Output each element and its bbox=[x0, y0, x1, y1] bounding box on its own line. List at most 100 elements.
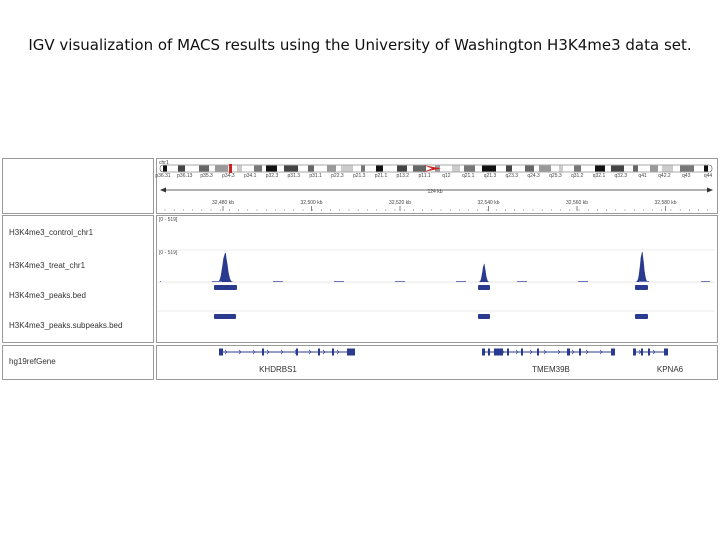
ideogram-band bbox=[574, 165, 581, 172]
ruler bbox=[160, 187, 713, 193]
signal-noise bbox=[517, 281, 518, 282]
signal-noise bbox=[219, 281, 220, 282]
gene-strand-arrow bbox=[280, 349, 284, 355]
band-label: q12 bbox=[442, 173, 451, 179]
ruler-span-label: 124 kb bbox=[427, 189, 442, 195]
signal-noise bbox=[400, 281, 401, 282]
signal-noise bbox=[341, 281, 342, 282]
signal-noise bbox=[463, 281, 464, 282]
gene-label-khdrbs1[interactable]: KHDRBS1 bbox=[259, 365, 297, 374]
gene-strand-arrow bbox=[585, 349, 589, 355]
signal-noise bbox=[521, 281, 522, 282]
signal-noise bbox=[641, 281, 642, 282]
signal-noise bbox=[216, 281, 217, 282]
signal-noise bbox=[220, 281, 221, 282]
gene-track-label[interactable]: hg19refGene bbox=[9, 357, 56, 366]
band-label: q31.2 bbox=[571, 173, 584, 179]
gene-exon bbox=[537, 348, 539, 356]
gene-exon bbox=[347, 348, 355, 356]
track-label-control[interactable]: H3K4me3_control_chr1 bbox=[9, 228, 94, 237]
signal-noise bbox=[214, 281, 215, 282]
ruler-tick-label: 32,560 kb bbox=[566, 200, 588, 206]
ruler-arrow-left bbox=[160, 187, 166, 193]
peak-features[interactable] bbox=[214, 285, 648, 290]
gene-strand-arrow bbox=[599, 349, 603, 355]
signal-noise bbox=[212, 281, 213, 282]
signal-noise bbox=[642, 281, 643, 282]
ideogram-band bbox=[237, 165, 242, 172]
gene-exon bbox=[482, 348, 485, 356]
ruler-ticks: 32,480 kb 32,500 kb 32,520 kb 32,540 kb 32,5… bbox=[164, 200, 708, 211]
signal-noise bbox=[519, 281, 520, 282]
ideogram-band bbox=[308, 165, 314, 172]
signal-noise bbox=[338, 281, 339, 282]
ideogram-band bbox=[595, 165, 605, 172]
gene-exon bbox=[296, 348, 298, 356]
gene-label-kpna6[interactable]: KPNA6 bbox=[657, 365, 684, 374]
chromosome-label: chr1 bbox=[159, 160, 169, 166]
gene-features[interactable] bbox=[219, 348, 668, 356]
track-label-peaks[interactable]: H3K4me3_peaks.bed bbox=[9, 291, 86, 300]
signal-noise bbox=[460, 281, 461, 282]
ideogram-band bbox=[376, 165, 383, 172]
treat-signal[interactable] bbox=[160, 251, 710, 282]
signal-noise bbox=[465, 281, 466, 282]
signal-noise bbox=[646, 281, 647, 282]
signal-noise bbox=[525, 281, 526, 282]
signal-noise bbox=[639, 281, 640, 282]
band-label: p36.31 bbox=[155, 173, 171, 179]
signal-noise bbox=[334, 281, 335, 282]
signal-noise bbox=[277, 281, 278, 282]
ideogram-band bbox=[163, 165, 167, 172]
signal-noise bbox=[397, 281, 398, 282]
ideogram-band bbox=[650, 165, 658, 172]
track-label-subpeaks[interactable]: H3K4me3_peaks.subpeaks.bed bbox=[9, 321, 123, 330]
signal-noise bbox=[398, 281, 399, 282]
signal-noise bbox=[343, 281, 344, 282]
chromosome-ideogram[interactable] bbox=[159, 164, 713, 173]
ideogram-band bbox=[680, 165, 694, 172]
signal-noise bbox=[282, 281, 283, 282]
subpeak-features[interactable] bbox=[214, 314, 648, 319]
signal-noise bbox=[217, 281, 218, 282]
gene-strand-arrow bbox=[224, 349, 228, 355]
signal-noise bbox=[276, 281, 277, 282]
track-label-treat[interactable]: H3K4me3_treat_chr1 bbox=[9, 261, 86, 270]
ruler-tick-label: 32,480 kb bbox=[212, 200, 234, 206]
band-label: p21.1 bbox=[375, 173, 388, 179]
signal-noise bbox=[522, 281, 523, 282]
gene-exon bbox=[633, 348, 636, 356]
gene-strand-arrow bbox=[252, 349, 256, 355]
signal-noise bbox=[457, 281, 458, 282]
gene-label-tmem39b[interactable]: TMEM39B bbox=[532, 365, 570, 374]
gene-exon bbox=[567, 348, 570, 356]
signal-noise bbox=[402, 281, 403, 282]
ideogram-band bbox=[178, 165, 185, 172]
signal-noise bbox=[703, 281, 704, 282]
signal-noise bbox=[587, 281, 588, 282]
gene-exon bbox=[318, 348, 320, 356]
band-label: q42.2 bbox=[658, 173, 671, 179]
signal-noise bbox=[582, 281, 583, 282]
signal-noise bbox=[704, 281, 705, 282]
band-label: q23.3 bbox=[506, 173, 519, 179]
signal-noise bbox=[643, 281, 644, 282]
ideogram-band bbox=[413, 165, 426, 172]
signal-noise bbox=[526, 281, 527, 282]
ideogram-band bbox=[704, 165, 708, 172]
signal-noise bbox=[584, 281, 585, 282]
gene-strand-arrow bbox=[652, 349, 656, 355]
signal-noise bbox=[336, 281, 337, 282]
signal-noise bbox=[337, 281, 338, 282]
band-label: q32.3 bbox=[615, 173, 628, 179]
ideogram-band bbox=[482, 165, 496, 172]
signal-noise bbox=[462, 281, 463, 282]
ruler-tick-label: 32,580 kb bbox=[655, 200, 677, 206]
ideogram-band bbox=[341, 165, 353, 172]
signal-noise bbox=[707, 281, 708, 282]
signal-noise bbox=[706, 281, 707, 282]
signal-noise bbox=[578, 281, 579, 282]
signal-noise bbox=[339, 281, 340, 282]
signal-noise bbox=[709, 281, 710, 282]
